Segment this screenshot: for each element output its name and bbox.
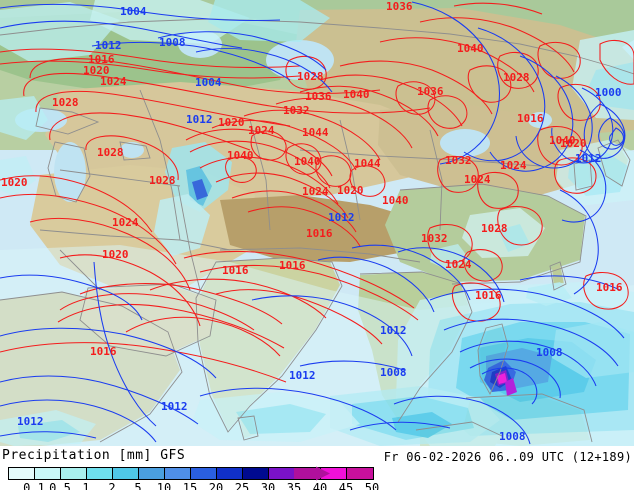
isobar-label: 1036 [305, 90, 332, 103]
legend-tick: 20 [208, 481, 224, 490]
isobar-label: 1040 [227, 149, 254, 162]
isobar-label: 1024 [464, 173, 491, 186]
legend-tick: 45 [338, 481, 354, 490]
legend-swatch[interactable] [243, 468, 269, 479]
footer-bar: Precipitation [mm] GFS Fr 06-02-2026 06.… [0, 446, 634, 490]
legend-swatch[interactable] [269, 468, 295, 479]
product-title: Precipitation [mm] GFS [2, 448, 186, 463]
isobar-label: 1008 [380, 366, 407, 379]
legend-swatch[interactable] [61, 468, 87, 479]
legend-tick: 10 [156, 481, 172, 490]
legend-tick: 2 [108, 481, 116, 490]
isobar-label: 1012 [17, 415, 44, 428]
isobar-label: 1008 [159, 36, 186, 49]
isobar-label: 1028 [149, 174, 176, 187]
legend-swatch[interactable] [165, 468, 191, 479]
legend-swatch[interactable] [87, 468, 113, 479]
isobar-label: 1012 [186, 113, 213, 126]
isobar-label: 1000 [595, 86, 622, 99]
isobar-label: 1028 [97, 146, 124, 159]
isobar-label: 1012 [575, 152, 602, 165]
isobar-label: 1032 [421, 232, 448, 245]
isobar-label: 1008 [499, 430, 526, 443]
isobar-label: 1024 [500, 159, 527, 172]
legend-tick: 1 [82, 481, 90, 490]
isobar-label: 1024 [445, 258, 472, 271]
isobar-label: 1028 [481, 222, 508, 235]
isobar-label: 1012 [95, 39, 122, 52]
legend-tick: 0.5 [49, 481, 71, 490]
isobar-label: 1004 [120, 5, 147, 18]
legend-swatch[interactable] [139, 468, 165, 479]
isobar-label: 1016 [306, 227, 333, 240]
isobar-label: 1032 [283, 104, 310, 117]
isobar-label: 1016 [222, 264, 249, 277]
legend-tick: 40 [312, 481, 328, 490]
isobar-label: 1040 [382, 194, 409, 207]
isobar-label: 1016 [475, 289, 502, 302]
legend-tick: 0.1 [23, 481, 45, 490]
isobar-label: 1004 [195, 76, 222, 89]
isobar-label: 1016 [279, 259, 306, 272]
isobar-label: 1020 [337, 184, 364, 197]
legend-swatch[interactable] [347, 468, 373, 479]
isobar-label: 1016 [90, 345, 117, 358]
isobar-label: 1020 [218, 116, 245, 129]
isobar-label: 1040 [549, 134, 576, 147]
legend-swatch[interactable] [35, 468, 61, 479]
isobar-label: 1012 [161, 400, 188, 413]
isobar-label: 1036 [417, 85, 444, 98]
isobar-label: 1008 [536, 346, 563, 359]
map-graphics [0, 0, 634, 446]
isobar-label: 1016 [88, 53, 115, 66]
isobar-label: 1020 [560, 137, 587, 150]
isobar-label: 1016 [596, 281, 623, 294]
isobar-label: 1040 [457, 42, 484, 55]
isobar-label: 1044 [354, 157, 381, 170]
isobar-label: 1040 [343, 88, 370, 101]
isobar-label: 1024 [100, 75, 127, 88]
isobar-low-layer [0, 1, 626, 445]
legend-tick: 50 [364, 481, 380, 490]
isobar-label: 1012 [380, 324, 407, 337]
isobar-label: 1012 [328, 211, 355, 224]
isobar-label: 1044 [302, 126, 329, 139]
isobar-label: 1028 [297, 70, 324, 83]
legend-tick: 25 [234, 481, 250, 490]
isobar-label: 1036 [386, 0, 413, 13]
legend-swatch[interactable] [113, 468, 139, 479]
map-canvas[interactable]: 1004 1036 1008 1012 1040 1016 1020 1028 1004 1028… [0, 0, 634, 446]
isobar-label: 1016 [517, 112, 544, 125]
legend-tick: 15 [182, 481, 198, 490]
isobar-label: 1032 [445, 154, 472, 167]
isobar-label: 1024 [302, 185, 329, 198]
isobar-label: 1024 [112, 216, 139, 229]
isobar-label: 1028 [503, 71, 530, 84]
isobar-label: 1020 [102, 248, 129, 261]
forecast-timestamp: Fr 06-02-2026 06..09 UTC (12+189) [383, 450, 632, 464]
isobar-label: 1040 [294, 155, 321, 168]
legend-swatch[interactable] [321, 468, 347, 479]
legend-overflow-arrow [294, 466, 330, 481]
isobar-label: 1020 [1, 176, 28, 189]
isobar-label: 1024 [248, 124, 275, 137]
legend-tick: 5 [134, 481, 142, 490]
isobar-label: 1012 [289, 369, 316, 382]
legend-tick-labels: 0.1 0.5 1 2 5 10 15 20 25 30 35 40 45 50 [0, 481, 379, 490]
legend-swatch[interactable] [9, 468, 35, 479]
isobar-label: 1020 [83, 64, 110, 77]
legend-swatch[interactable] [191, 468, 217, 479]
legend-swatch[interactable] [217, 468, 243, 479]
isobar-high-layer [0, 2, 634, 383]
legend-tick: 30 [260, 481, 276, 490]
legend-tick: 35 [286, 481, 302, 490]
isobar-label: 1028 [52, 96, 79, 109]
